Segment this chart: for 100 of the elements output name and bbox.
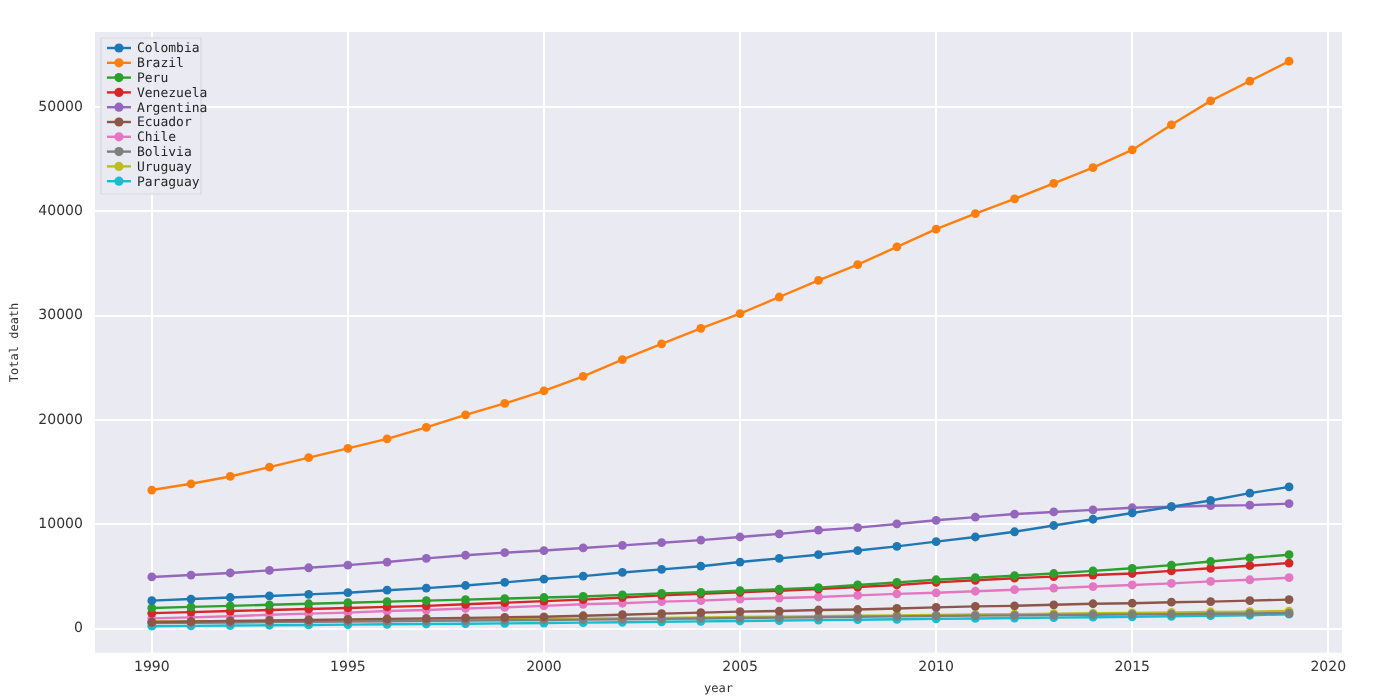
point [304, 599, 314, 609]
point [1284, 550, 1294, 560]
point [814, 605, 823, 615]
point [186, 479, 196, 489]
point [657, 339, 667, 349]
point [578, 543, 588, 553]
point [500, 577, 510, 587]
point [1284, 499, 1294, 508]
point [1010, 585, 1019, 595]
point [814, 525, 823, 535]
point [343, 560, 353, 570]
point [1245, 575, 1255, 585]
point [1284, 595, 1294, 604]
point [186, 594, 196, 604]
point [970, 512, 980, 522]
point [931, 515, 941, 525]
point [461, 550, 470, 560]
point [265, 565, 274, 575]
point [931, 224, 941, 234]
point [225, 601, 235, 611]
point [814, 275, 823, 285]
point [1284, 482, 1294, 492]
point [617, 355, 627, 365]
point [1127, 563, 1137, 573]
point [1010, 527, 1019, 537]
point [892, 242, 902, 252]
point [382, 557, 392, 567]
point [304, 563, 314, 573]
point [1206, 557, 1216, 566]
point [774, 529, 784, 539]
point [1127, 145, 1137, 155]
point [1245, 500, 1255, 510]
point [1088, 505, 1098, 515]
point [892, 604, 902, 613]
point [1088, 163, 1098, 173]
point [617, 540, 627, 550]
point [735, 607, 745, 616]
point [421, 596, 431, 606]
point [539, 546, 549, 555]
point [1127, 580, 1137, 590]
point [1010, 601, 1019, 611]
point [1245, 561, 1255, 571]
point [970, 586, 980, 596]
point [578, 571, 588, 581]
point [735, 557, 745, 567]
point [539, 386, 549, 396]
point [1245, 76, 1255, 86]
point [225, 593, 235, 602]
point [1049, 507, 1059, 517]
point [382, 597, 392, 607]
point [696, 535, 706, 545]
point [1245, 596, 1255, 606]
point [853, 523, 863, 532]
point [1245, 488, 1255, 498]
point [1049, 583, 1059, 593]
point [343, 443, 353, 453]
point [853, 546, 863, 555]
point [970, 532, 980, 542]
point [265, 591, 274, 601]
point [774, 292, 784, 302]
point [696, 323, 706, 333]
point [147, 596, 157, 606]
point [1206, 96, 1216, 106]
point [421, 583, 431, 593]
point [421, 423, 431, 432]
point [1245, 553, 1255, 563]
point [343, 588, 353, 598]
point [1284, 573, 1294, 583]
point [1049, 521, 1059, 530]
point [696, 561, 706, 571]
point [304, 589, 314, 599]
point [892, 519, 902, 529]
point [500, 548, 510, 558]
point [539, 574, 549, 584]
point [1010, 509, 1019, 519]
point [657, 538, 667, 548]
point [814, 592, 823, 602]
point [147, 485, 157, 495]
point [461, 410, 470, 420]
point [225, 472, 235, 481]
point [304, 453, 314, 463]
point [461, 581, 470, 590]
point [1167, 560, 1176, 570]
point [421, 553, 431, 563]
point [186, 602, 196, 612]
point [970, 601, 980, 611]
point [343, 598, 353, 608]
point [500, 399, 510, 408]
point [1167, 579, 1176, 588]
point [1010, 194, 1019, 204]
point [853, 591, 863, 600]
point [931, 603, 941, 612]
point [1088, 514, 1098, 524]
point [735, 309, 745, 319]
point [814, 550, 823, 560]
point [774, 553, 784, 563]
point [1206, 576, 1216, 586]
point [1088, 599, 1098, 609]
point [265, 462, 274, 472]
point [931, 537, 941, 547]
